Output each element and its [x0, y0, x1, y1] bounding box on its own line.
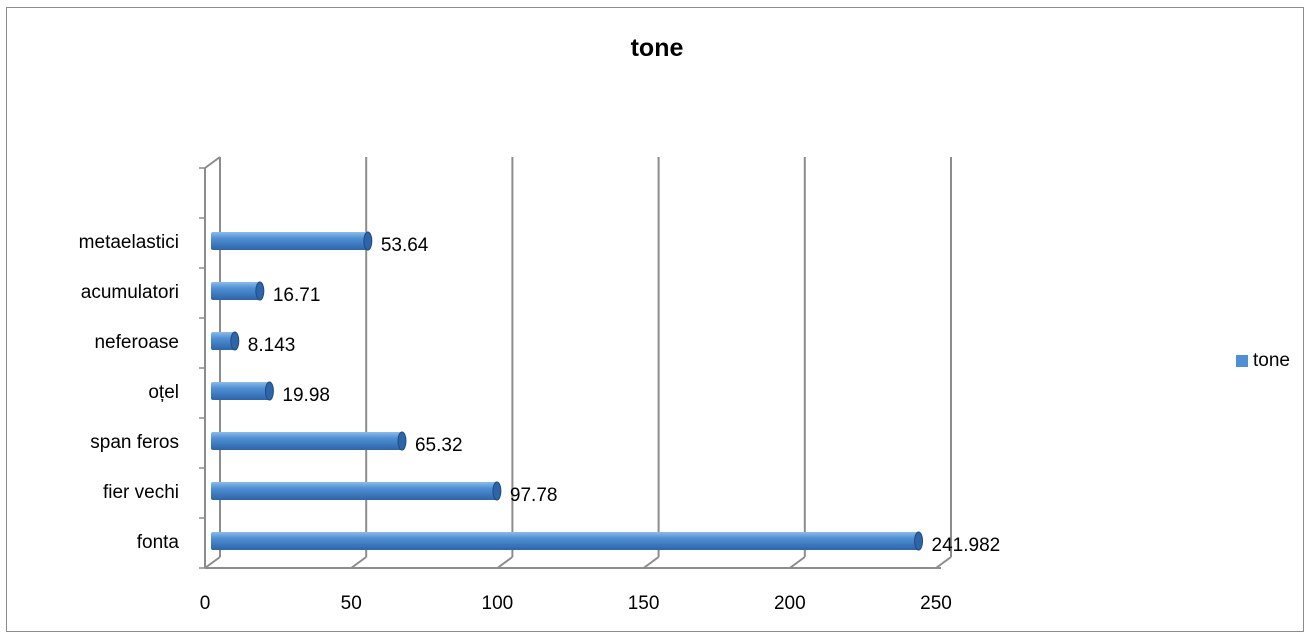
y-tick-label: fier vechi	[103, 482, 179, 503]
bars	[211, 231, 924, 551]
bar	[211, 532, 919, 550]
data-label: 16.71	[273, 285, 321, 306]
data-label: 19.98	[282, 385, 330, 406]
floor-gridline	[643, 556, 660, 569]
x-tick-label: 50	[341, 593, 362, 614]
chart-title: tone	[630, 34, 684, 62]
bar-end-cap	[492, 481, 502, 501]
bar-end-cap	[230, 331, 240, 351]
y-tick-label: fonta	[137, 532, 180, 553]
x-tick-label: 150	[628, 593, 660, 614]
bar-end-cap	[914, 531, 924, 551]
legend: tone	[1236, 350, 1290, 372]
bar-end-cap	[264, 381, 274, 401]
legend-swatch	[1236, 355, 1248, 367]
axes	[199, 156, 941, 569]
legend-label: tone	[1253, 350, 1290, 371]
data-label: 97.78	[510, 485, 558, 506]
x-tick-label: 100	[482, 593, 514, 614]
chart-frame	[6, 7, 1304, 632]
labels: 0 50 100 150 200 250 fonta 241.982 fier vechi 97.…	[79, 232, 1001, 614]
floor-gridline	[204, 556, 221, 569]
data-label: 53.64	[381, 235, 429, 256]
bar-end-cap	[255, 281, 265, 301]
bar-end-cap	[397, 431, 407, 451]
x-tick-label: 200	[774, 593, 806, 614]
bar	[211, 332, 235, 350]
x-tick-label: 250	[920, 593, 952, 614]
y-tick-label: oțel	[148, 382, 179, 403]
y-tick-label: neferoase	[94, 332, 179, 353]
bar-end-cap	[363, 231, 373, 251]
bar	[211, 482, 497, 500]
bar	[211, 232, 368, 250]
data-label: 241.982	[932, 535, 1001, 556]
floor-gridline	[496, 556, 513, 569]
wall-top-edge	[204, 156, 221, 169]
data-label: 8.143	[248, 335, 296, 356]
y-tick-label: metaelastici	[79, 232, 179, 253]
floor-gridline	[789, 556, 806, 569]
bar	[211, 382, 270, 400]
y-tick-label: span feros	[90, 432, 179, 453]
floor-gridline	[350, 556, 367, 569]
bar	[211, 432, 402, 450]
y-tick-label: acumulatori	[81, 282, 179, 303]
grid-lines	[204, 157, 952, 569]
x-tick-label: 0	[200, 593, 211, 614]
data-label: 65.32	[415, 435, 463, 456]
floor-gridline	[935, 556, 952, 569]
bar	[211, 282, 260, 300]
